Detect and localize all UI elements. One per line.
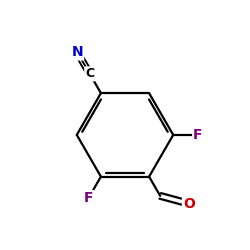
Text: O: O <box>183 196 195 210</box>
Text: F: F <box>84 191 93 205</box>
Text: N: N <box>72 46 83 60</box>
Text: F: F <box>193 128 203 142</box>
Text: C: C <box>85 67 94 80</box>
